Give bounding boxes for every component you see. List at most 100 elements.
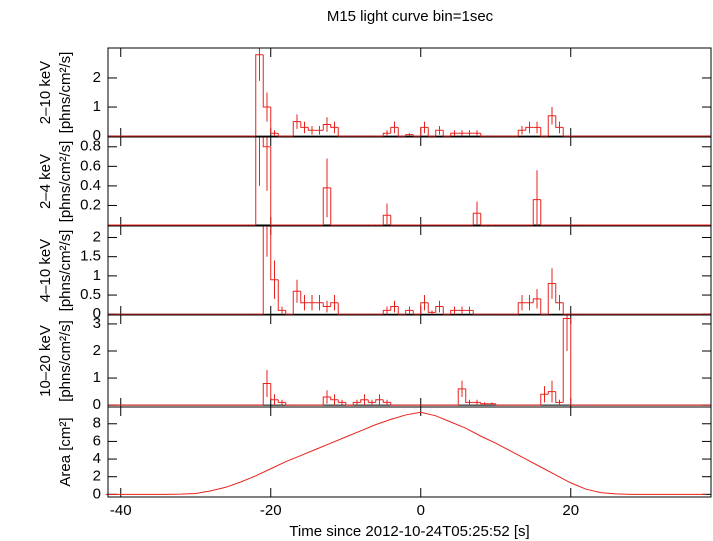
histogram-step [517,129,526,137]
y-tick-label: 4 [93,450,101,467]
histogram-step [540,199,549,226]
histogram-step [270,146,279,226]
histogram-step [285,310,294,315]
histogram-step [555,283,564,304]
histogram-step [480,402,489,405]
y-tick-label: 0.4 [80,177,101,194]
x-tick-label: 20 [562,502,579,519]
histogram-step [450,309,459,315]
histogram-step [570,318,579,406]
histogram-step [300,291,309,304]
histogram-step [262,382,271,406]
histogram-step [480,213,489,226]
histogram-step [262,137,271,148]
histogram-step [322,302,331,308]
histogram-step [277,133,286,137]
histogram-step [270,226,279,281]
y-tick-label: 2 [93,468,101,485]
y-tick-label: 1 [93,267,101,284]
histogram-step [322,187,331,226]
histogram-step [285,402,294,406]
y-tick-label: 0 [93,127,101,144]
histogram-step [547,115,556,137]
histogram-step [540,393,549,406]
histogram-step [277,279,286,311]
histogram-step [405,134,414,137]
histogram-step [420,126,429,137]
histogram-step [345,402,354,406]
y-tick-label: 0 [93,396,101,413]
histogram-step [277,399,286,403]
histogram-step [292,290,301,315]
histogram-step [382,214,391,226]
y-axis-label: 2–4 keV [37,154,54,209]
y-axis-label: [phns/cm²/s] [57,52,74,134]
histogram-step [262,54,271,108]
x-axis-label: Time since 2012-10-24T05:25:52 [s] [289,523,529,540]
y-axis-label: [phns/cm²/s] [57,320,74,402]
histogram-step [562,302,571,315]
y-tick-label: 0.6 [80,157,101,174]
histogram-step [562,127,571,137]
histogram-step [390,126,399,134]
panel-frame [107,47,712,138]
y-axis-label: 10–20 keV [37,325,54,397]
y-tick-label: 3 [93,315,101,332]
histogram-step [412,134,421,137]
y-tick-label: 0.8 [80,138,101,155]
y-tick-label: 0.5 [80,286,101,303]
x-tick-label: 0 [417,502,425,519]
histogram-step [525,126,534,131]
histogram-step [472,212,481,226]
histogram-step [517,302,526,315]
histogram-step [480,133,489,137]
x-tick-label: -20 [260,502,282,519]
histogram-step [270,107,279,134]
y-tick-label: 0 [93,485,101,502]
histogram-step [390,402,399,406]
histogram-step [292,121,301,137]
histogram-step [555,391,564,403]
histogram-step [352,401,361,406]
panel-frame [107,406,712,498]
histogram-step [495,403,504,406]
y-tick-label: 2 [93,228,101,245]
histogram-step [547,391,556,395]
histogram-step [367,399,376,403]
histogram-step [532,199,541,226]
y-tick-label: 6 [93,432,101,449]
histogram-step [532,298,541,303]
panel-frame [107,136,712,227]
histogram-step [397,306,406,315]
histogram-step [562,318,571,403]
histogram-step [435,306,444,313]
histogram-step [397,127,406,137]
histogram-step [457,388,466,406]
histogram-step [435,129,444,137]
y-tick-label: 1 [93,369,101,386]
histogram-step [472,310,481,315]
y-axis-label: [phns/cm²/s] [57,141,74,223]
histogram-step [555,115,564,128]
histogram-step [255,54,264,137]
histogram-step [322,396,331,406]
y-tick-label: 8 [93,415,101,432]
y-tick-label: 0.2 [80,196,101,213]
histogram-step [427,302,436,313]
histogram-step [382,132,391,137]
y-tick-label: 2 [93,69,101,86]
histogram-step [330,396,339,401]
histogram-step [420,302,429,315]
histogram-step [322,123,331,131]
histogram-step [382,309,391,315]
y-tick-label: 1 [93,98,101,115]
histogram-step [330,187,339,226]
histogram-step [390,215,399,226]
panel-frame [107,314,712,408]
histogram-step [300,121,309,128]
histogram-step [390,306,399,311]
histogram-step [412,310,421,315]
histogram-step [465,388,474,403]
histogram-step [330,124,339,128]
